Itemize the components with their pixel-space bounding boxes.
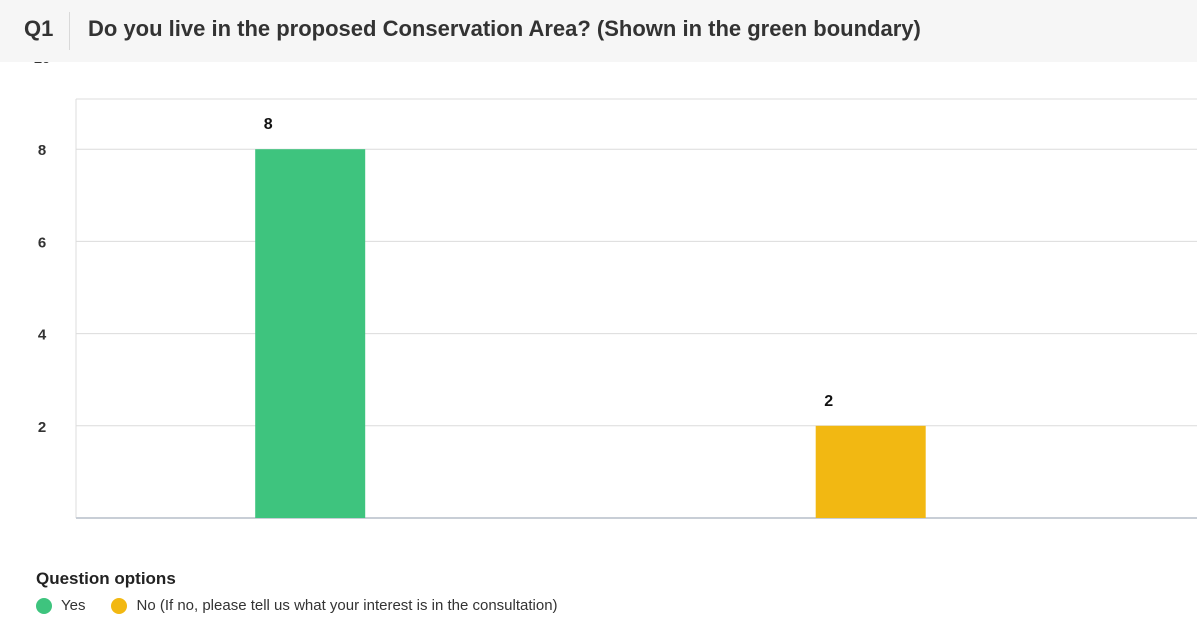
question-header: Q1 Do you live in the proposed Conservat… xyxy=(0,0,1197,62)
y-tick-label: 2 xyxy=(38,419,46,436)
data-label-no: 2 xyxy=(824,393,833,410)
legend: Yes No (If no, please tell us what your … xyxy=(36,597,584,614)
legend-title: Question options xyxy=(36,569,176,588)
y-tick-label: 4 xyxy=(38,327,47,344)
legend-swatch-no xyxy=(111,597,128,614)
legend-label-yes: Yes xyxy=(61,597,86,614)
question-title: Do you live in the proposed Conservation… xyxy=(88,16,921,41)
y-tick-label: 10 xyxy=(34,62,51,67)
bar-chart: 2 4 6 8 10 8 2 xyxy=(34,62,1197,519)
header-divider xyxy=(69,12,70,50)
y-tick-label: 8 xyxy=(38,142,46,159)
legend-item-no: No (If no, please tell us what your inte… xyxy=(111,597,558,614)
legend-item-yes: Yes xyxy=(36,597,85,614)
question-number: Q1 xyxy=(24,16,54,41)
data-label-yes: 8 xyxy=(264,116,273,133)
legend-swatch-yes xyxy=(36,597,52,614)
bar-no xyxy=(815,425,926,518)
bar-yes xyxy=(255,149,366,518)
y-tick-label: 6 xyxy=(38,234,46,251)
legend-label-no: No (If no, please tell us what your inte… xyxy=(136,597,558,614)
